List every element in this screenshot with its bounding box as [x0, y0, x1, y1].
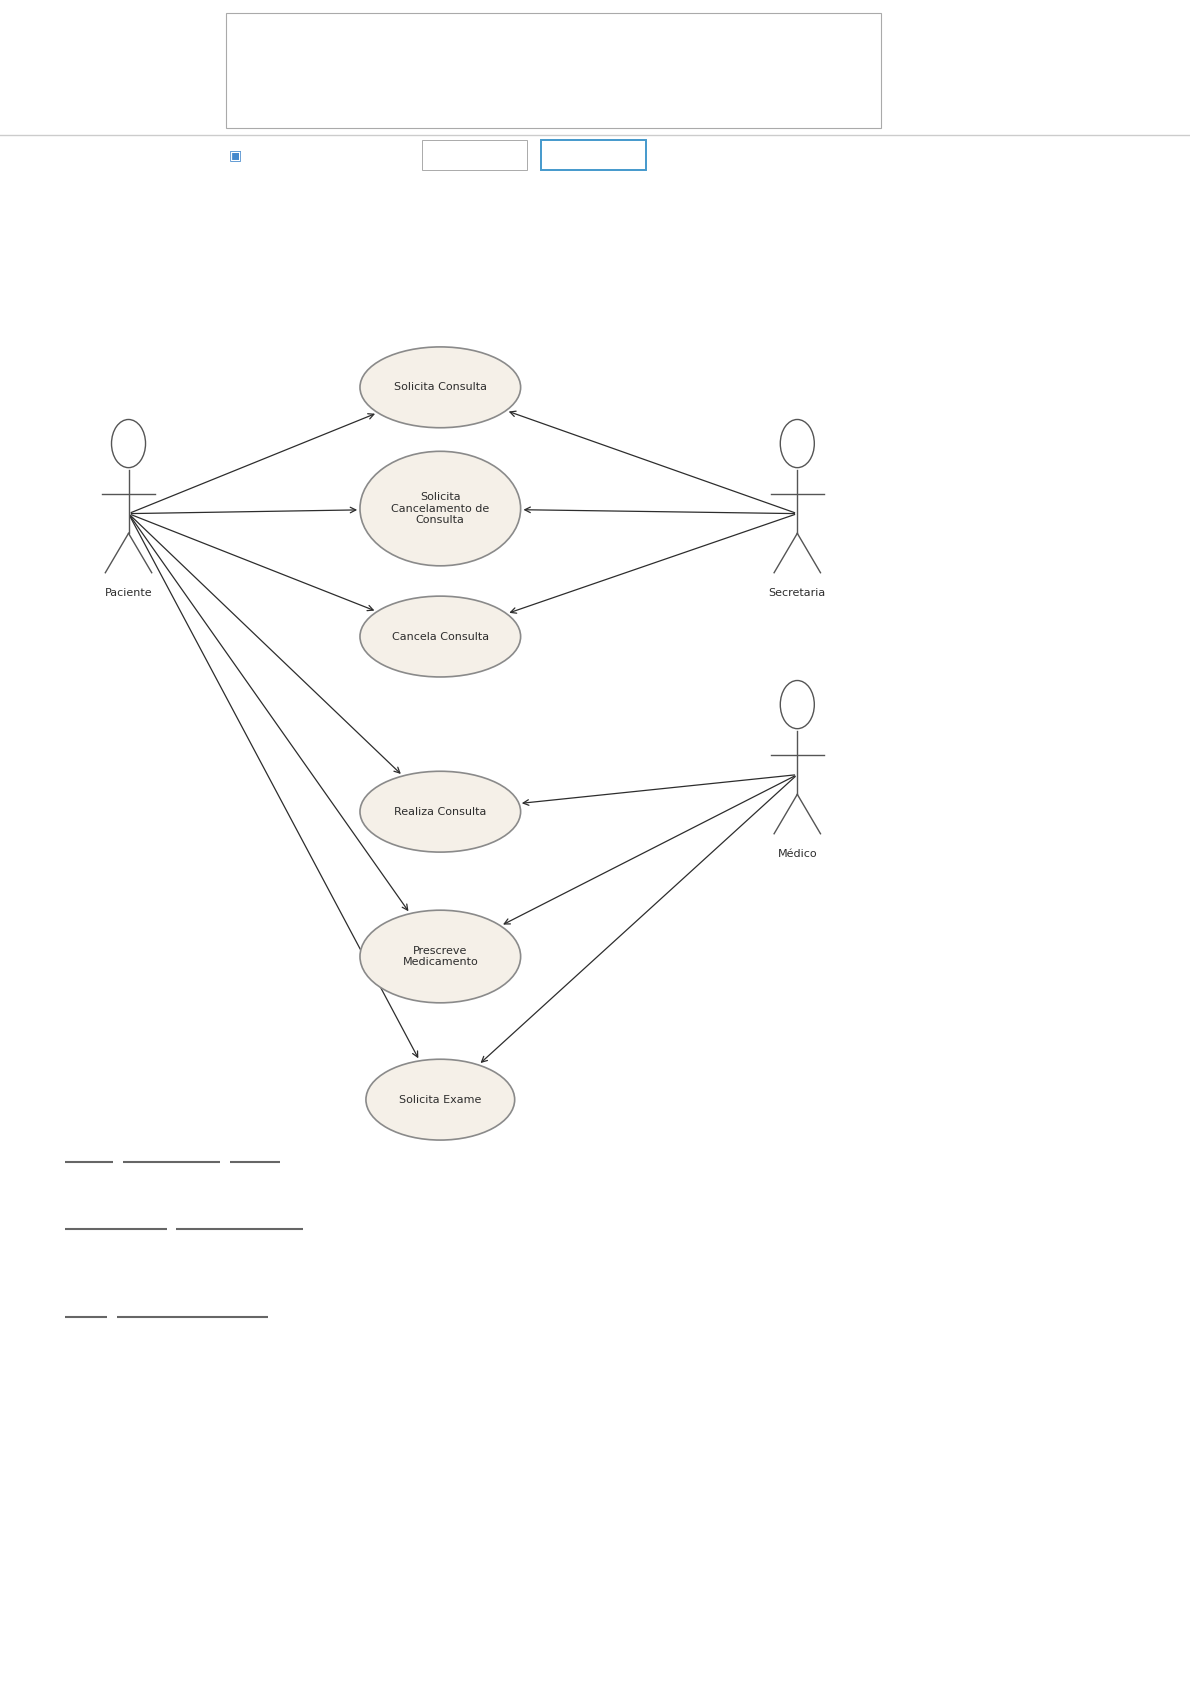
Ellipse shape: [361, 596, 521, 677]
Text: Solicita
Cancelamento de
Consulta: Solicita Cancelamento de Consulta: [392, 492, 489, 525]
Ellipse shape: [361, 451, 521, 566]
Circle shape: [781, 419, 814, 468]
Text: Solicita Consulta: Solicita Consulta: [394, 382, 487, 392]
Text: ▣: ▣: [228, 148, 242, 162]
Ellipse shape: [361, 771, 521, 852]
Text: Prescreve
Medicamento: Prescreve Medicamento: [402, 946, 478, 967]
Text: Solicita Exame: Solicita Exame: [399, 1095, 482, 1105]
Text: Realiza Consulta: Realiza Consulta: [394, 807, 487, 817]
Text: Cancela Consulta: Cancela Consulta: [392, 632, 489, 642]
FancyBboxPatch shape: [541, 140, 646, 170]
Circle shape: [112, 419, 145, 468]
FancyBboxPatch shape: [226, 13, 881, 128]
Ellipse shape: [361, 347, 521, 428]
Ellipse shape: [361, 909, 521, 1002]
Text: Médico: Médico: [777, 849, 818, 859]
Circle shape: [781, 680, 814, 729]
Text: Secretaria: Secretaria: [769, 588, 826, 598]
Ellipse shape: [367, 1059, 514, 1140]
FancyBboxPatch shape: [422, 140, 527, 170]
Text: Paciente: Paciente: [105, 588, 152, 598]
